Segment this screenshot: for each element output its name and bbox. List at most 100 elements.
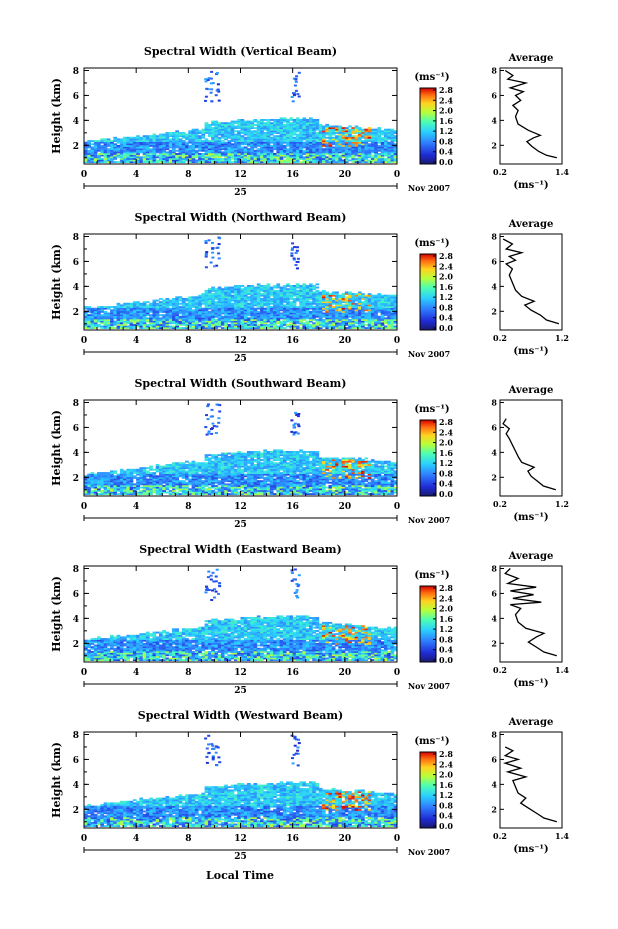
heatmap-cell — [384, 135, 388, 138]
heatmap-cell — [119, 480, 124, 483]
heatmap-cell — [331, 161, 336, 163]
heatmap-cell — [344, 127, 349, 129]
heatmap-cell — [87, 307, 91, 310]
heatmap-cell — [178, 299, 183, 302]
heatmap-cell — [116, 322, 121, 325]
heatmap-cell — [149, 493, 153, 495]
heatmap-cell — [188, 133, 192, 136]
heatmap-cell — [328, 143, 333, 146]
heatmap-cell — [338, 485, 342, 487]
heatmap-cell — [230, 486, 235, 489]
heatmap-cell — [253, 322, 258, 325]
heatmap-cell — [191, 481, 196, 484]
heatmap-cell — [387, 486, 391, 489]
heatmap-cell — [276, 483, 281, 486]
heatmap-cell — [201, 130, 206, 133]
heatmap-cell — [263, 146, 267, 149]
heatmap-cell — [250, 161, 254, 163]
heatmap-cell — [123, 136, 127, 139]
heatmap-cell — [263, 325, 267, 328]
heatmap-cell — [351, 144, 356, 147]
heatmap-cell — [309, 125, 313, 128]
heatmap-cell — [188, 306, 192, 308]
heatmap-cell — [266, 302, 271, 305]
colorbar-tick-label: 1.2 — [439, 292, 453, 302]
heatmap-cell — [201, 485, 206, 487]
heatmap-cell — [217, 286, 222, 289]
heatmap-cell — [172, 307, 176, 310]
heatmap-cell — [123, 483, 127, 486]
heatmap-cell — [351, 327, 356, 329]
heatmap-cell — [93, 320, 98, 323]
heatmap-cell — [162, 146, 166, 149]
heatmap-cell — [165, 317, 170, 320]
heatmap-cell — [159, 141, 163, 144]
heatmap-cell — [123, 323, 127, 326]
heatmap-cell — [269, 133, 274, 136]
heatmap-cell — [227, 302, 232, 305]
heatmap-cell — [384, 322, 388, 325]
heatmap-cell — [269, 493, 274, 495]
heatmap-cell — [370, 486, 375, 489]
heatmap-cell — [266, 485, 271, 487]
heatmap-cell — [224, 141, 228, 144]
heatmap-cell — [136, 480, 140, 483]
heatmap-cell — [256, 488, 261, 491]
heatmap-cell — [207, 294, 212, 297]
heatmap-cell — [325, 314, 329, 317]
heatmap-cell — [318, 493, 323, 495]
heatmap-cell — [269, 301, 274, 304]
heatmap-cell — [364, 146, 369, 149]
heatmap-cell — [214, 488, 219, 491]
heatmap-cell — [227, 133, 232, 136]
heatmap-cell — [204, 156, 209, 159]
heatmap-cell — [250, 481, 254, 484]
heatmap-cell — [90, 156, 95, 159]
heatmap-cell — [217, 159, 222, 162]
heatmap-cell — [145, 154, 150, 157]
heatmap-cell — [129, 317, 134, 320]
heatmap-cell — [312, 151, 316, 154]
heatmap-cell — [90, 486, 95, 489]
heatmap-cell — [155, 136, 160, 139]
heatmap-cell — [318, 146, 323, 149]
average-y-tick-label: 2 — [491, 140, 497, 150]
heatmap-cell — [387, 144, 391, 147]
heatmap-cell — [126, 157, 131, 160]
heatmap-cell — [172, 483, 176, 486]
heatmap-cell — [123, 488, 127, 491]
heatmap-cell — [217, 156, 222, 159]
heatmap-cell — [393, 130, 398, 133]
heatmap-cell — [351, 130, 356, 133]
heatmap-cell — [256, 127, 261, 129]
heatmap-cell — [276, 154, 281, 157]
heatmap-cell — [338, 140, 342, 142]
heatmap-cell — [374, 154, 378, 157]
heatmap-cell — [341, 141, 346, 144]
heatmap-cell — [305, 159, 310, 162]
x-tick-label: 16 — [286, 336, 299, 346]
heatmap-cell — [165, 140, 170, 142]
heatmap-cell — [247, 307, 251, 310]
heatmap-cell — [260, 156, 264, 159]
heatmap-cell — [309, 149, 313, 152]
heatmap-cell — [325, 136, 329, 139]
heatmap-cell — [344, 315, 349, 318]
heatmap-cell — [331, 312, 336, 315]
heatmap-cell — [201, 293, 206, 295]
heatmap-cell — [90, 309, 95, 312]
heatmap-cell — [240, 125, 245, 128]
heatmap-cell — [129, 491, 134, 494]
heatmap-cell — [305, 143, 310, 146]
heatmap-cell — [322, 127, 326, 129]
heatmap-cell — [289, 123, 294, 126]
heatmap-cell — [126, 141, 131, 144]
heatmap-cell — [181, 307, 186, 310]
heatmap-cell — [110, 156, 114, 159]
heatmap-cell — [191, 325, 196, 328]
heatmap-cell — [175, 146, 179, 149]
heatmap-cell — [354, 493, 359, 495]
heatmap-cell — [211, 123, 215, 126]
heatmap-cell — [296, 93, 300, 96]
heatmap-cell — [286, 304, 290, 307]
